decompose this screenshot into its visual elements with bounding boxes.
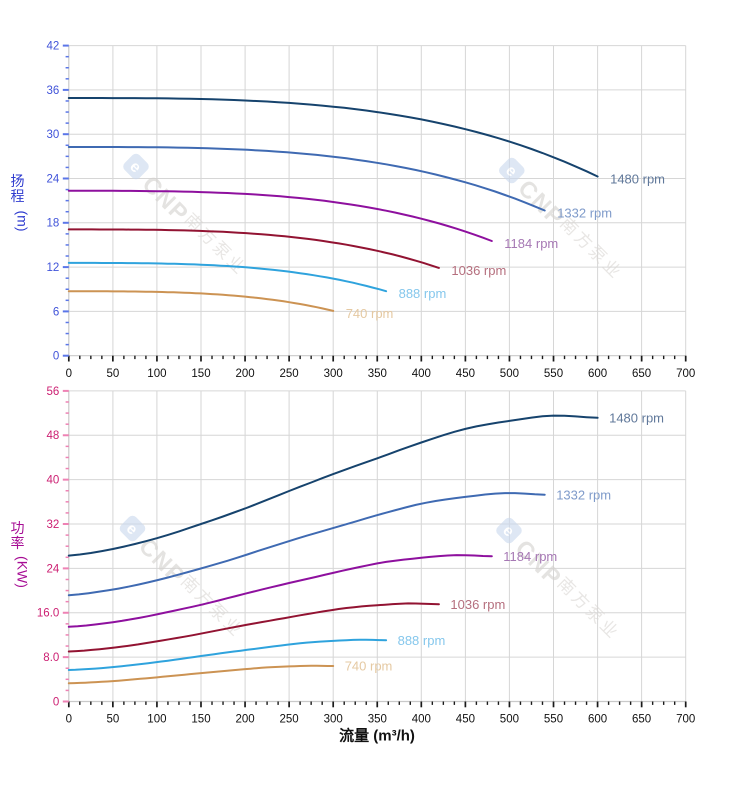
svg-text:0: 0: [66, 368, 72, 380]
svg-text:500: 500: [500, 714, 519, 726]
svg-text:功: 功: [11, 520, 25, 536]
svg-text:700: 700: [676, 368, 695, 380]
svg-text:1036 rpm: 1036 rpm: [450, 597, 505, 612]
svg-text:250: 250: [280, 368, 299, 380]
svg-text:888 rpm: 888 rpm: [398, 633, 446, 648]
svg-text:500: 500: [500, 368, 519, 380]
svg-text:600: 600: [588, 368, 607, 380]
svg-text:1480 rpm: 1480 rpm: [610, 171, 665, 186]
svg-text:350: 350: [368, 368, 387, 380]
svg-text:550: 550: [544, 714, 563, 726]
svg-text:200: 200: [236, 714, 255, 726]
svg-text:8.0: 8.0: [43, 652, 59, 664]
svg-text:550: 550: [544, 368, 563, 380]
svg-text:(KW): (KW): [15, 556, 31, 588]
svg-text:42: 42: [47, 41, 60, 53]
svg-text:1332 rpm: 1332 rpm: [556, 487, 611, 502]
svg-text:40: 40: [47, 475, 60, 487]
svg-text:450: 450: [456, 368, 475, 380]
svg-text:1036 rpm: 1036 rpm: [451, 263, 506, 278]
svg-text:56: 56: [47, 386, 60, 398]
svg-text:30: 30: [47, 129, 60, 141]
svg-text:36: 36: [47, 85, 60, 97]
svg-text:888 rpm: 888 rpm: [399, 286, 447, 301]
svg-text:740 rpm: 740 rpm: [345, 659, 393, 674]
svg-text:0: 0: [53, 696, 59, 708]
svg-text:650: 650: [632, 368, 651, 380]
svg-text:100: 100: [147, 714, 166, 726]
svg-text:50: 50: [107, 714, 120, 726]
svg-text:率: 率: [11, 535, 25, 551]
svg-text:1480 rpm: 1480 rpm: [609, 411, 664, 426]
svg-text:1184 rpm: 1184 rpm: [503, 549, 557, 564]
svg-text:200: 200: [236, 368, 255, 380]
svg-text:300: 300: [324, 714, 343, 726]
svg-text:350: 350: [368, 714, 387, 726]
svg-text:400: 400: [412, 368, 431, 380]
svg-text:250: 250: [280, 714, 299, 726]
svg-text:740 rpm: 740 rpm: [346, 306, 394, 321]
svg-text:450: 450: [456, 714, 475, 726]
svg-text:扬: 扬: [11, 173, 25, 189]
svg-text:24: 24: [47, 563, 60, 575]
svg-text:流量 (m³/h): 流量 (m³/h): [339, 727, 415, 745]
svg-text:0: 0: [66, 714, 72, 726]
svg-text:650: 650: [632, 714, 651, 726]
svg-text:1184 rpm: 1184 rpm: [504, 236, 558, 251]
svg-text:0: 0: [53, 351, 59, 363]
svg-text:150: 150: [191, 368, 210, 380]
svg-text:16.0: 16.0: [37, 608, 59, 620]
svg-text:100: 100: [147, 368, 166, 380]
svg-text:300: 300: [324, 368, 343, 380]
svg-text:32: 32: [47, 519, 60, 531]
svg-text:6: 6: [53, 306, 59, 318]
svg-text:1332 rpm: 1332 rpm: [557, 205, 612, 220]
svg-text:18: 18: [47, 218, 60, 230]
svg-text:50: 50: [107, 368, 120, 380]
svg-text:12: 12: [47, 262, 60, 274]
svg-text:600: 600: [588, 714, 607, 726]
svg-text:(m): (m): [15, 211, 31, 232]
svg-text:程: 程: [11, 188, 25, 204]
svg-text:48: 48: [47, 430, 60, 442]
svg-text:150: 150: [191, 714, 210, 726]
svg-text:24: 24: [47, 173, 60, 185]
svg-text:700: 700: [676, 714, 695, 726]
svg-text:400: 400: [412, 714, 431, 726]
